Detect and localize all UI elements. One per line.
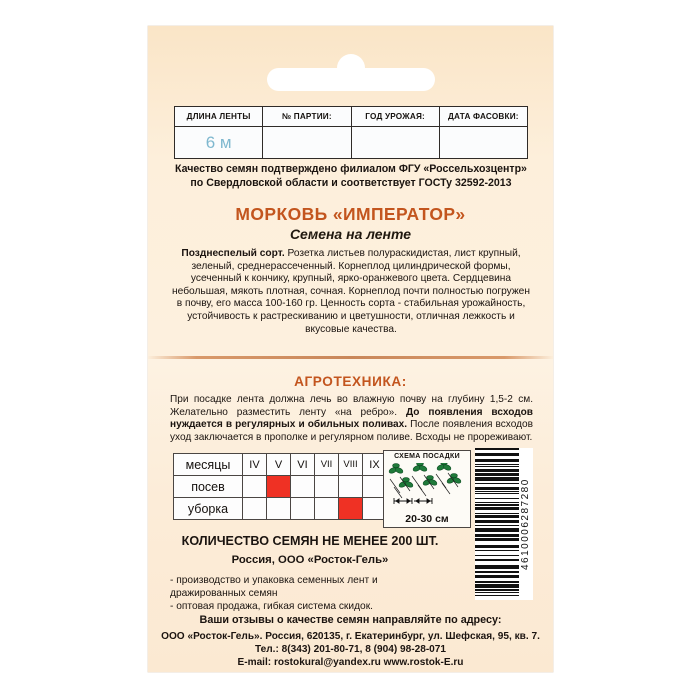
sowing-cell-5: [266, 475, 291, 498]
sowing-cell-8: [338, 475, 363, 498]
sowing-cell-9: [362, 475, 387, 498]
calendar-row-harvest: уборка: [173, 497, 411, 520]
month-cell-4: IV: [242, 453, 267, 476]
harvest-cell-8: [338, 497, 363, 520]
header-tape-length: ДЛИНА ЛЕНТЫ: [173, 106, 264, 127]
list-item: - оптовая продажа, гибкая система скидок…: [170, 601, 373, 612]
sprout-rows-icon: [388, 463, 462, 504]
product-description: Позднеспелый сорт. Розетка листьев полур…: [170, 248, 532, 336]
calendar-label-months: месяцы: [173, 453, 243, 476]
company-name: Россия, ООО «Росток-Гель»: [231, 554, 389, 566]
month-cell-6: VI: [290, 453, 315, 476]
feedback-heading: Ваши отзывы о качестве семян направляйте…: [199, 614, 502, 626]
table-row-values: 6 м: [173, 126, 529, 159]
barcode-bars: [475, 448, 519, 600]
seed-quantity-text: КОЛИЧЕСТВО СЕМЯН НЕ МЕНЕЕ 200 ШТ.: [181, 534, 439, 548]
calendar-row-sowing: посев: [173, 475, 411, 498]
certification-text: Качество семян подтверждено филиалом ФГУ…: [166, 162, 536, 190]
page-title: МОРКОВЬ «ИМПЕРАТОР»: [235, 204, 466, 224]
value-packing-date: [438, 126, 529, 159]
month-cell-5: V: [266, 453, 291, 476]
harvest-cell-5: [266, 497, 291, 520]
lot-info-table: ДЛИНА ЛЕНТЫ № ПАРТИИ: ГОД УРОЖАЯ: ДАТА Ф…: [173, 106, 529, 159]
value-harvest-year: [350, 126, 440, 159]
contact-phone: Тел.: 8(343) 201-80-71, 8 (904) 98-28-07…: [254, 644, 447, 655]
list-item: дражированных семян: [170, 588, 278, 599]
list-item: - производство и упаковка семенных лент …: [170, 575, 378, 586]
sowing-calendar-table: месяцы IV V VI VII VIII IX X посев уб: [173, 453, 411, 520]
table-row-headers: ДЛИНА ЛЕНТЫ № ПАРТИИ: ГОД УРОЖАЯ: ДАТА Ф…: [173, 106, 529, 127]
calendar-row-months: месяцы IV V VI VII VIII IX X: [173, 453, 411, 476]
agrotechnics-text: При посадке лента должна лечь во влажную…: [170, 394, 533, 444]
contact-email: E-mail: rostokural@yandex.ru www.rostok-…: [237, 657, 464, 668]
description-body: Розетка листьев полураскидистая, лист кр…: [172, 248, 530, 335]
harvest-cell-7: [314, 497, 339, 520]
agrotechnics-heading: АГРОТЕХНИКА:: [294, 374, 407, 389]
month-cell-9: IX: [362, 453, 387, 476]
hang-slot-circle: [336, 54, 365, 82]
agro-part-3: После появления всходов уход заключается…: [170, 419, 533, 443]
harvest-cell-9: [362, 497, 387, 520]
agro-part-1: При посадке лента должна лечь во влажную…: [170, 394, 533, 418]
header-harvest-year: ГОД УРОЖАЯ:: [350, 106, 440, 127]
seed-packet-back: ДЛИНА ЛЕНТЫ № ПАРТИИ: ГОД УРОЖАЯ: ДАТА Ф…: [148, 26, 553, 672]
planting-scheme-box: СХЕМА ПОСАДКИ: [383, 450, 471, 528]
calendar-label-harvest: уборка: [173, 497, 243, 520]
certification-line-2: по Свердловской области и соответствует …: [190, 177, 512, 189]
product-subtitle: Семена на ленте: [289, 226, 412, 242]
sowing-cell-4: [242, 475, 267, 498]
value-tape-length: 6 м: [173, 126, 264, 159]
harvest-cell-4: [242, 497, 267, 520]
sowing-cell-6: [290, 475, 315, 498]
company-services-list: - производство и упаковка семенных лент …: [170, 574, 470, 613]
harvest-cell-6: [290, 497, 315, 520]
description-lead: Позднеспелый сорт.: [181, 248, 285, 259]
agro-part-2-bold: До появления всходов нуждается в регуляр…: [170, 406, 534, 431]
month-cell-8: VIII: [338, 453, 363, 476]
header-batch-number: № ПАРТИИ:: [262, 106, 352, 127]
calendar-label-sowing: посев: [173, 475, 243, 498]
header-packing-date: ДАТА ФАСОВКИ:: [438, 106, 529, 127]
contact-block: ООО «Росток-Гель». Россия, 620135, г. Ек…: [156, 630, 545, 669]
sowing-cell-7: [314, 475, 339, 498]
section-divider: [148, 356, 553, 359]
barcode: 4610006287280: [475, 448, 533, 600]
planting-scheme-title: СХЕМА ПОСАДКИ: [394, 453, 460, 460]
contact-address: ООО «Росток-Гель». Россия, 620135, г. Ек…: [161, 631, 540, 642]
month-cell-7: VII: [314, 453, 339, 476]
certification-line-1: Качество семян подтверждено филиалом ФГУ…: [175, 163, 527, 175]
barcode-number: 4610006287280: [520, 478, 531, 570]
value-batch-number: [262, 126, 352, 159]
planting-scheme-dimension: 20-30 см: [405, 513, 449, 525]
